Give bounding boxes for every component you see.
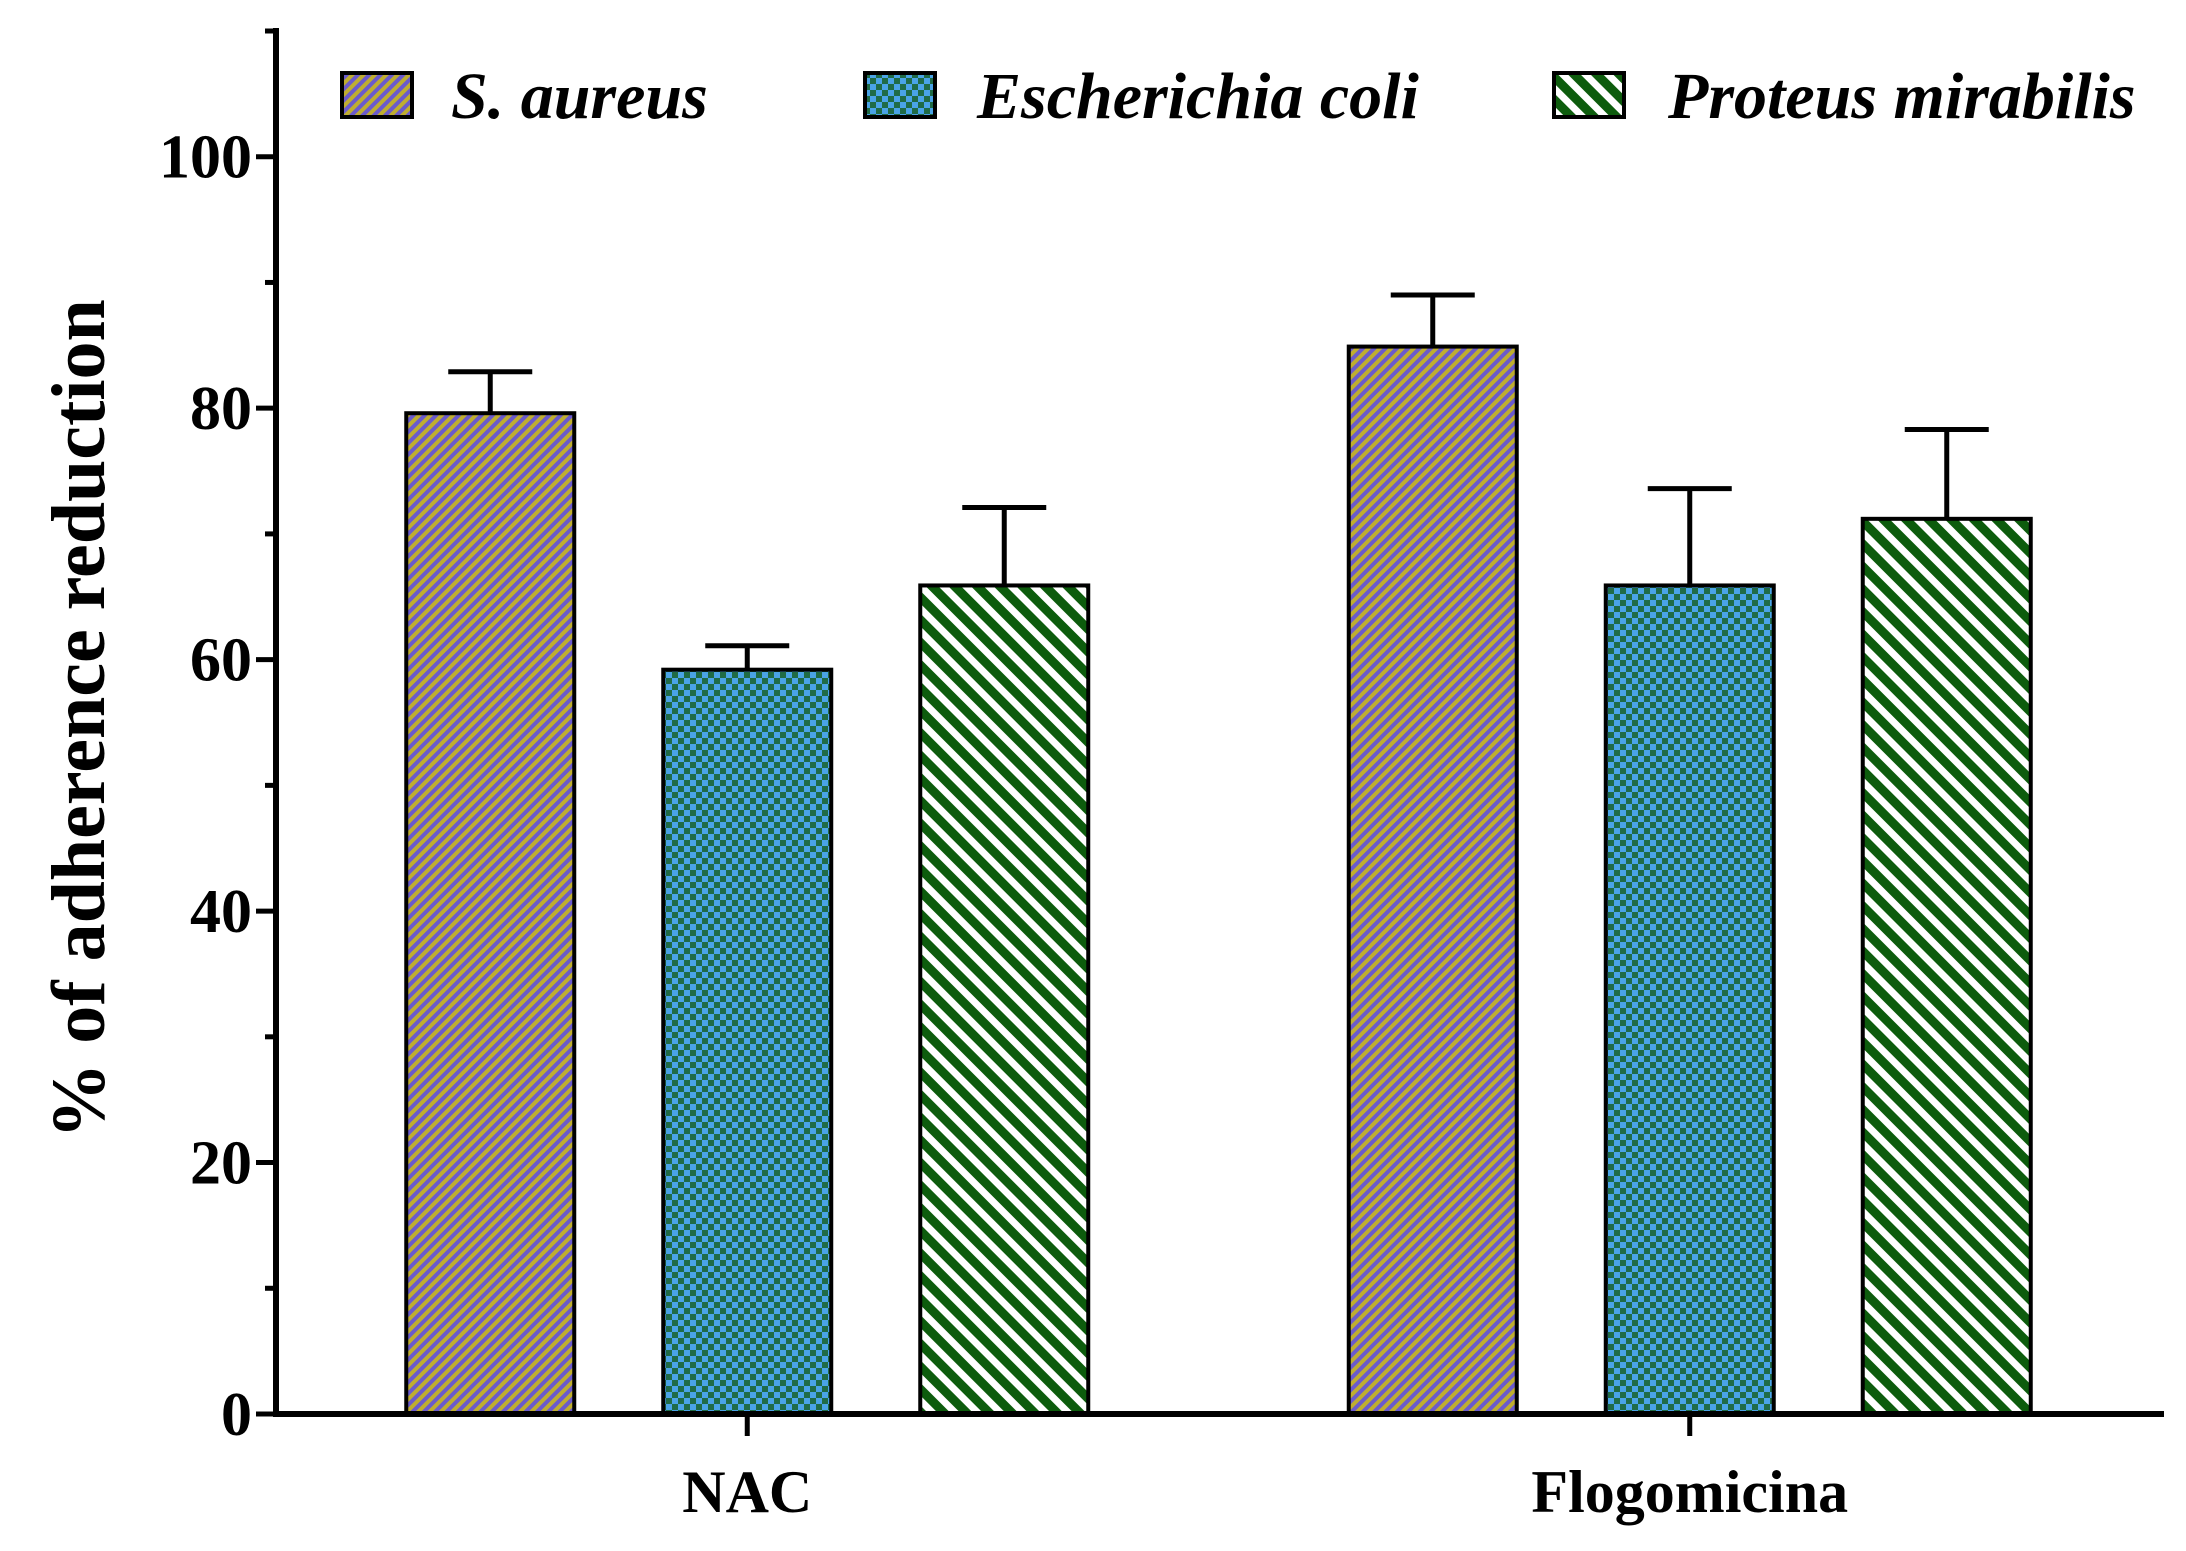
y-axis-title: % of adherence reduction: [37, 299, 121, 1138]
x-tick-label-flogomicina: Flogomicina: [1531, 1459, 1848, 1525]
bar-escherichia-coli-nac: [661, 667, 834, 1416]
bar-s-aureus-nac: [404, 411, 577, 1416]
legend-label-proteus-mirabilis: Proteus mirabilis: [1667, 60, 2136, 133]
legend-label-escherichia-coli: Escherichia coli: [976, 60, 1419, 133]
legend-swatch-escherichia-coli: [863, 71, 937, 119]
legend-swatch-s-aureus: [340, 71, 414, 119]
y-tick-label: 40: [190, 878, 252, 946]
plot-area: NAC Flogomicina 0 20 40 60 80 100: [159, 28, 2164, 1525]
x-tick-label-nac: NAC: [682, 1459, 812, 1525]
y-tick-label: 80: [190, 375, 252, 443]
bar-s-aureus-flogomicina: [1346, 344, 1519, 1416]
bar-escherichia-coli-flogomicina: [1603, 583, 1776, 1416]
legend: S. aureus Escherichia coli Proteus mirab…: [340, 60, 2136, 133]
y-tick-label: 60: [190, 627, 252, 695]
legend-label-s-aureus: S. aureus: [451, 60, 708, 133]
y-tick-label: 20: [190, 1130, 252, 1198]
bar-proteus-mirabilis-nac: [918, 583, 1091, 1416]
legend-swatch-proteus-mirabilis: [1552, 71, 1626, 119]
bar-proteus-mirabilis-flogomicina: [1860, 516, 2033, 1416]
y-tick-label: 0: [221, 1381, 252, 1449]
y-tick-label: 100: [159, 124, 252, 192]
